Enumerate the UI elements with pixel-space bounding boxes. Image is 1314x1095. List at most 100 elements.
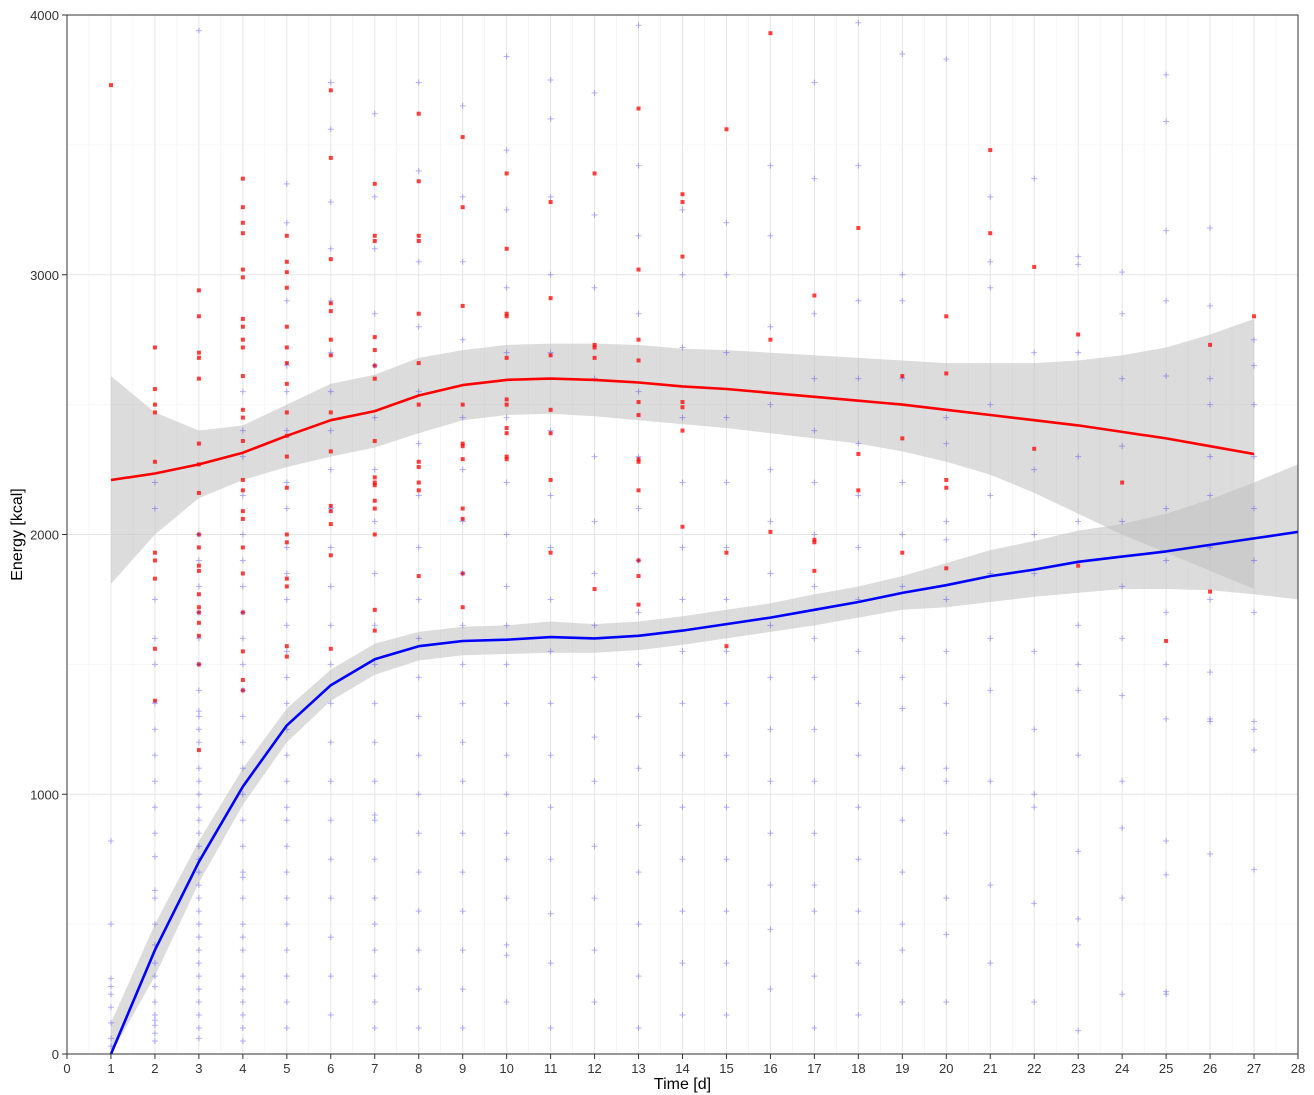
data-point-red	[416, 179, 421, 184]
data-point-blue	[635, 453, 642, 460]
x-tick-label: 15	[719, 1061, 733, 1076]
data-point-blue	[503, 791, 510, 798]
data-point-blue	[459, 986, 466, 993]
x-tick-label: 7	[371, 1061, 378, 1076]
data-point-blue	[283, 479, 290, 486]
data-point-red	[196, 610, 201, 615]
data-point-blue	[1251, 453, 1258, 460]
data-point-blue	[283, 999, 290, 1006]
data-point-blue	[503, 895, 510, 902]
data-point-red	[944, 485, 949, 490]
data-point-blue	[371, 739, 378, 746]
data-point-blue	[1207, 224, 1214, 231]
x-tick-label: 16	[763, 1061, 777, 1076]
data-point-blue	[899, 869, 906, 876]
data-point-blue	[283, 752, 290, 759]
data-point-blue	[1119, 991, 1126, 998]
data-point-blue	[151, 804, 158, 811]
data-point-blue	[767, 323, 774, 330]
data-point-blue	[1119, 518, 1126, 525]
data-point-blue	[151, 635, 158, 642]
y-tick-label: 1000	[30, 787, 59, 802]
data-point-blue	[195, 869, 202, 876]
data-point-blue	[283, 973, 290, 980]
data-point-blue	[987, 258, 994, 265]
data-point-red	[1032, 264, 1037, 269]
data-point-red	[152, 558, 157, 563]
data-point-blue	[415, 791, 422, 798]
data-point-red	[504, 246, 509, 251]
x-tick-label: 10	[499, 1061, 513, 1076]
data-point-red	[504, 402, 509, 407]
x-tick-label: 1	[107, 1061, 114, 1076]
data-point-red	[856, 488, 861, 493]
data-point-blue	[987, 687, 994, 694]
data-point-red	[240, 231, 245, 236]
data-point-blue	[767, 570, 774, 577]
data-point-red	[372, 532, 377, 537]
x-tick-label: 18	[851, 1061, 865, 1076]
data-point-blue	[195, 1025, 202, 1032]
data-point-blue	[195, 726, 202, 733]
data-point-blue	[239, 947, 246, 954]
data-point-blue	[327, 778, 334, 785]
data-point-blue	[1163, 661, 1170, 668]
data-point-blue	[855, 375, 862, 382]
data-point-blue	[855, 1012, 862, 1019]
data-point-red	[284, 540, 289, 545]
data-point-blue	[547, 544, 554, 551]
data-point-red	[1120, 480, 1125, 485]
data-point-blue	[855, 544, 862, 551]
data-point-blue	[547, 115, 554, 122]
data-point-blue	[1207, 596, 1214, 603]
data-point-blue	[283, 570, 290, 577]
data-point-blue	[767, 926, 774, 933]
data-point-red	[680, 254, 685, 259]
data-point-red	[152, 345, 157, 350]
data-point-blue	[723, 960, 730, 967]
data-point-blue	[327, 126, 334, 133]
data-point-blue	[723, 700, 730, 707]
smooth-lines	[109, 377, 1299, 1055]
data-point-blue	[195, 557, 202, 564]
data-point-blue	[811, 427, 818, 434]
data-point-blue	[283, 388, 290, 395]
data-point-blue	[635, 869, 642, 876]
data-point-red	[460, 441, 465, 446]
x-tick-label: 24	[1115, 1061, 1129, 1076]
data-point-blue	[459, 622, 466, 629]
data-point-blue	[1207, 850, 1214, 857]
data-point-blue	[899, 999, 906, 1006]
data-point-red	[416, 111, 421, 116]
data-point-blue	[635, 388, 642, 395]
data-point-blue	[855, 752, 862, 759]
data-point-blue	[371, 947, 378, 954]
data-point-blue	[327, 297, 334, 304]
data-point-blue	[415, 830, 422, 837]
data-point-red	[284, 233, 289, 238]
data-point-blue	[679, 700, 686, 707]
data-point-red	[196, 568, 201, 573]
data-point-blue	[811, 726, 818, 733]
x-tick-label: 26	[1203, 1061, 1217, 1076]
data-point-blue	[767, 518, 774, 525]
data-point-blue	[1119, 583, 1126, 590]
data-point-blue	[239, 874, 246, 881]
data-point-blue	[855, 297, 862, 304]
data-point-red	[328, 88, 333, 93]
data-point-blue	[239, 687, 246, 694]
data-point-blue	[1075, 848, 1082, 855]
data-point-red	[284, 345, 289, 350]
data-point-blue	[679, 752, 686, 759]
data-point-red	[240, 649, 245, 654]
data-point-blue	[415, 79, 422, 86]
data-point-blue	[1163, 991, 1170, 998]
data-point-blue	[591, 999, 598, 1006]
data-point-blue	[591, 734, 598, 741]
x-tick-label: 0	[63, 1061, 70, 1076]
data-point-blue	[151, 1022, 158, 1029]
data-point-red	[372, 438, 377, 443]
data-point-blue	[459, 193, 466, 200]
data-point-blue	[1163, 297, 1170, 304]
data-point-red	[592, 587, 597, 592]
